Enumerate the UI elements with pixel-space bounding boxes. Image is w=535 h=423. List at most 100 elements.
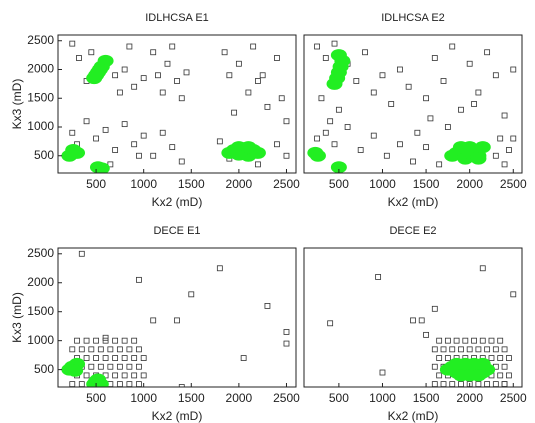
point — [362, 49, 368, 56]
point — [136, 363, 142, 370]
point — [264, 103, 271, 110]
point — [497, 337, 504, 344]
point — [492, 72, 499, 79]
point — [440, 78, 447, 84]
point — [283, 329, 290, 335]
point — [188, 291, 195, 298]
point — [461, 141, 478, 154]
y-tick-label: 500 — [34, 148, 54, 162]
point — [471, 101, 477, 107]
point — [150, 152, 157, 159]
point — [501, 161, 508, 168]
point — [383, 152, 390, 159]
point — [131, 83, 138, 90]
axes-frame — [57, 247, 297, 388]
y-tick-label: 2000 — [27, 62, 54, 76]
point — [497, 372, 504, 379]
point — [331, 40, 338, 47]
point — [274, 141, 280, 148]
point — [309, 149, 326, 162]
point — [431, 363, 438, 370]
axes-frame — [303, 34, 523, 174]
point — [431, 346, 438, 353]
point — [131, 372, 138, 379]
plot-area — [61, 40, 290, 173]
point — [178, 384, 185, 387]
point — [274, 55, 280, 61]
point — [221, 49, 228, 56]
point — [150, 49, 157, 56]
point — [497, 135, 504, 142]
point — [169, 43, 176, 50]
point — [69, 129, 76, 136]
panel-title: DECE E1 — [153, 225, 200, 237]
x-tick-label: 2500 — [273, 177, 300, 191]
point — [278, 95, 285, 102]
x-tick-label: 2500 — [500, 391, 527, 405]
point — [475, 381, 482, 387]
x-tick-label: 500 — [86, 177, 106, 191]
point — [88, 69, 105, 82]
point — [121, 355, 128, 361]
point — [107, 161, 114, 168]
point — [440, 346, 447, 353]
point — [314, 43, 320, 50]
point — [102, 355, 109, 361]
point — [506, 147, 512, 153]
point — [397, 66, 403, 73]
y-tick-label: 1000 — [27, 333, 54, 347]
point — [93, 162, 110, 173]
panel: DECE E1 Kx2 (mD) Kx3 (mD) 500 1000 1500 2000 25… — [10, 225, 300, 423]
point — [250, 43, 257, 50]
point — [121, 372, 128, 379]
point — [216, 138, 223, 145]
point — [136, 276, 142, 283]
point — [431, 305, 438, 312]
x-tick-label: 2500 — [273, 391, 300, 405]
point — [418, 317, 425, 324]
point — [479, 265, 486, 272]
point — [140, 132, 147, 139]
point — [69, 346, 76, 353]
point — [235, 60, 242, 67]
point — [88, 346, 95, 353]
x-tick-label: 2000 — [226, 177, 253, 191]
plot-area — [61, 250, 290, 387]
point — [475, 89, 482, 96]
point — [116, 381, 123, 387]
panel-title: DECE E2 — [389, 225, 436, 237]
point — [112, 372, 119, 379]
point — [397, 141, 403, 148]
point — [440, 381, 447, 387]
point — [140, 372, 147, 379]
point — [116, 89, 123, 96]
point — [255, 78, 261, 84]
panel-title: IDLHCSA E2 — [381, 12, 445, 24]
point — [131, 355, 138, 361]
point — [131, 337, 138, 344]
y-tick-label: 1500 — [27, 90, 54, 104]
point — [357, 147, 364, 153]
x-tick-label: 1500 — [178, 391, 205, 405]
x-tick-label: 2500 — [500, 177, 527, 191]
point — [379, 369, 386, 376]
x-tick-label: 500 — [86, 391, 106, 405]
point — [330, 161, 347, 173]
point — [506, 355, 512, 361]
panel: IDLHCSA E2 Kx2 (mD) 500 1000 1500 2000 2500 — [303, 12, 527, 209]
point — [76, 55, 82, 61]
point — [67, 364, 84, 377]
y-tick-label: 2000 — [27, 275, 54, 289]
point — [112, 337, 119, 344]
point — [423, 95, 429, 102]
point — [78, 381, 85, 387]
point — [484, 49, 491, 56]
point — [164, 60, 171, 67]
point — [231, 109, 238, 116]
point — [484, 381, 491, 387]
point — [322, 55, 329, 61]
point — [255, 161, 261, 168]
point — [353, 78, 360, 84]
point — [88, 363, 95, 370]
point — [136, 152, 142, 159]
